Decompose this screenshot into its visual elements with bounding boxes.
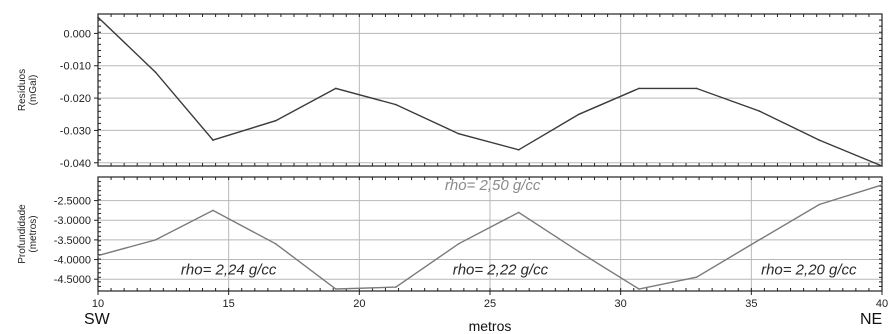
data-point (97, 254, 99, 257)
data-point (818, 203, 821, 206)
x-axis-title: metros (469, 318, 512, 334)
data-point (154, 239, 157, 241)
data-point (758, 110, 760, 112)
density-annotation: rho= 2,22 g/cc (453, 261, 549, 278)
data-point (517, 149, 520, 151)
ne-label: NE (860, 311, 882, 328)
data-point (335, 87, 337, 90)
density-annotation: rho= 2,24 g/cc (181, 261, 277, 278)
y-tick-label: -0.040 (60, 158, 91, 170)
data-point (274, 243, 277, 245)
y-tick-label: -0.030 (60, 125, 91, 137)
y-tick-label: -0.010 (60, 61, 91, 73)
data-point (578, 113, 580, 116)
data-point (395, 103, 397, 106)
data-point (517, 211, 520, 214)
data-point (457, 243, 460, 245)
density-annotation: rho= 2,50 g/cc (445, 177, 541, 194)
x-tick-label: 40 (876, 298, 888, 310)
data-point (881, 165, 883, 167)
data-point (212, 139, 214, 141)
plot-frame (97, 176, 883, 292)
density-annotation: rho= 2,20 g/cc (761, 261, 857, 278)
data-point (638, 87, 640, 90)
y-tick-label: -3.5000 (54, 235, 91, 247)
data-point (212, 209, 214, 212)
data-point (758, 239, 760, 241)
y-tick-label: -3.0000 (54, 215, 91, 227)
x-tick-label: 10 (92, 298, 104, 310)
y-tick-label: -4.0000 (54, 255, 91, 267)
x-tick-label: 15 (223, 298, 235, 310)
series-line (97, 184, 883, 290)
data-point (97, 16, 99, 19)
data-point (335, 288, 337, 290)
y-axis-title-line: (mGal) (28, 75, 39, 106)
data-point (395, 286, 397, 288)
sw-label: SW (84, 311, 111, 328)
y-tick-label: -2.5000 (54, 196, 91, 208)
data-point (695, 87, 698, 90)
y-axis-title: Profundidade(metros) (17, 204, 39, 264)
y-tick-label: 0.000 (63, 28, 91, 40)
x-tick-label: 20 (353, 298, 365, 310)
data-point (638, 288, 640, 290)
series-line (97, 16, 883, 167)
plot-frame (97, 13, 883, 167)
y-tick-label: -4.5000 (54, 274, 91, 286)
data-point (154, 71, 157, 74)
data-point (818, 139, 821, 141)
y-axis-title-line: Resíduos (17, 69, 28, 111)
y-tick-label: -0.020 (60, 93, 91, 105)
x-tick-label: 25 (484, 298, 496, 310)
data-point (881, 184, 883, 186)
x-tick-label: 30 (615, 298, 627, 310)
data-point (578, 250, 580, 253)
data-point (695, 276, 698, 279)
y-axis-title-line: Profundidade (17, 204, 28, 264)
x-tick-label: 35 (745, 298, 757, 310)
y-axis-title: Resíduos(mGal) (17, 69, 39, 111)
data-point (274, 119, 277, 122)
data-point (457, 132, 460, 135)
y-axis-title-line: (metros) (28, 215, 39, 252)
